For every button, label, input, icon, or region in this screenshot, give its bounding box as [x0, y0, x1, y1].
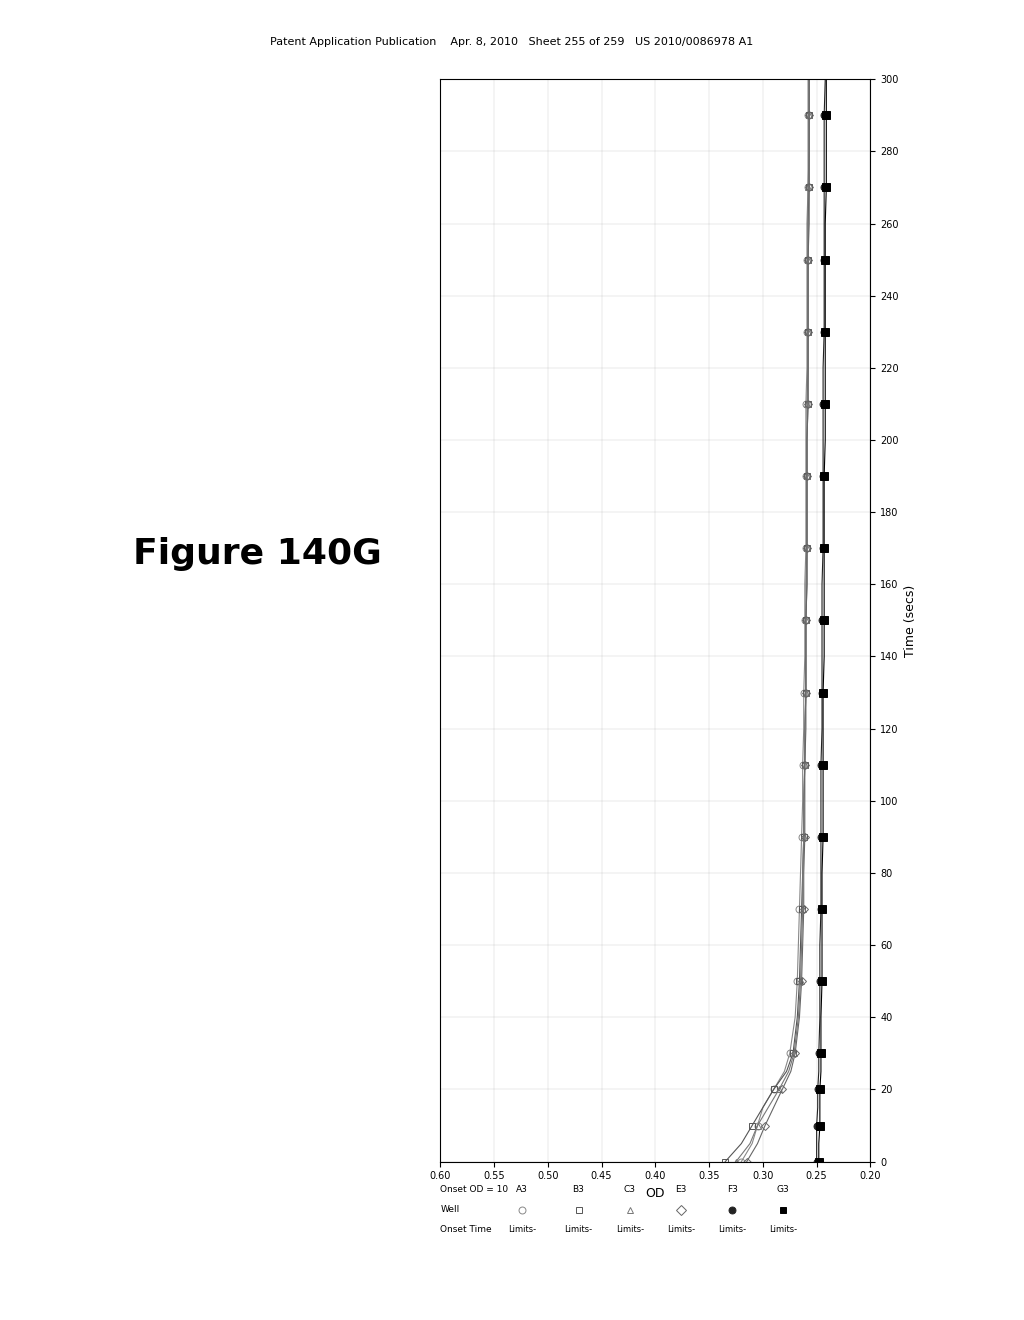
Text: Onset Time: Onset Time [440, 1225, 492, 1234]
Text: Limits-: Limits- [667, 1225, 695, 1234]
Text: Patent Application Publication    Apr. 8, 2010   Sheet 255 of 259   US 2010/0086: Patent Application Publication Apr. 8, 2… [270, 37, 754, 48]
Y-axis label: Time (secs): Time (secs) [904, 585, 918, 656]
Text: Limits-: Limits- [564, 1225, 593, 1234]
Text: Well: Well [440, 1205, 460, 1214]
Text: G3: G3 [777, 1185, 790, 1195]
Text: F3: F3 [727, 1185, 737, 1195]
Text: Limits-: Limits- [508, 1225, 537, 1234]
X-axis label: OD: OD [645, 1187, 666, 1200]
Text: Limits-: Limits- [718, 1225, 746, 1234]
Text: Limits-: Limits- [769, 1225, 798, 1234]
Text: A3: A3 [516, 1185, 528, 1195]
Text: E3: E3 [675, 1185, 687, 1195]
Text: B3: B3 [572, 1185, 585, 1195]
Text: Limits-: Limits- [615, 1225, 644, 1234]
Text: Onset OD = 10: Onset OD = 10 [440, 1185, 509, 1195]
Text: C3: C3 [624, 1185, 636, 1195]
Text: Figure 140G: Figure 140G [133, 537, 382, 572]
